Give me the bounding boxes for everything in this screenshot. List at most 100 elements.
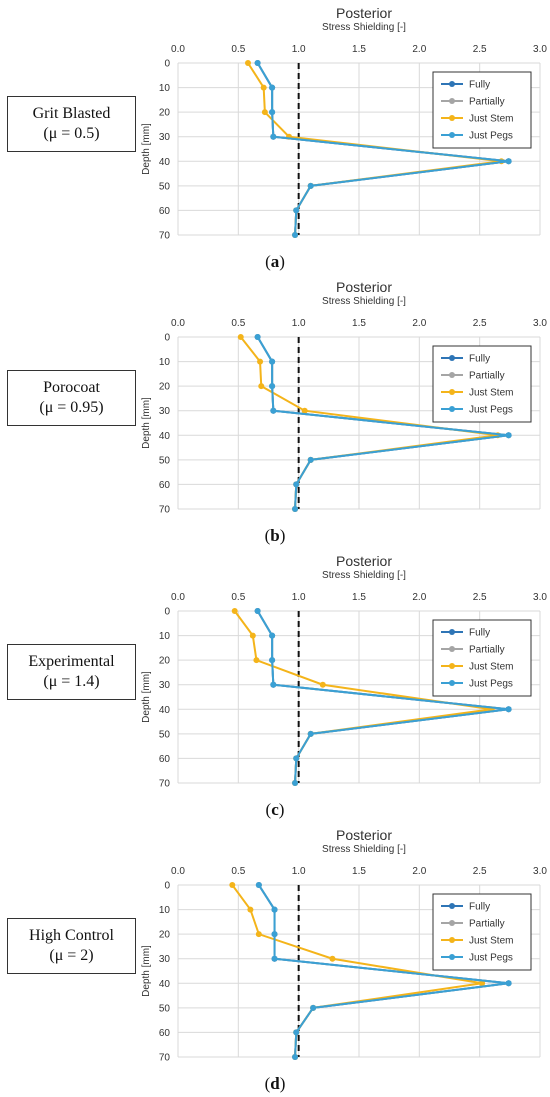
chart-title: Posterior [336, 553, 392, 569]
y-tick-label: 40 [159, 979, 171, 990]
x-tick-label: 2.0 [412, 866, 426, 877]
y-tick-labels: 0 10 20 30 40 50 60 70 [159, 881, 171, 1064]
legend-marker [449, 132, 455, 138]
data-point [292, 1054, 299, 1060]
data-point [310, 1004, 317, 1011]
x-tick-label: 1.0 [292, 866, 306, 877]
y-tick-label: 70 [159, 779, 171, 790]
x-tick-label: 2.5 [473, 592, 487, 603]
data-point [293, 481, 300, 488]
data-point [271, 906, 278, 913]
x-tick-label: 2.0 [412, 44, 426, 55]
x-tick-label: 1.5 [352, 592, 366, 603]
y-axis-label: Depth [mm] [141, 123, 152, 175]
y-tick-label: 70 [159, 231, 171, 242]
legend-marker [449, 115, 455, 121]
chart-title: Posterior [336, 279, 392, 295]
data-point [269, 84, 276, 91]
series-line [256, 610, 509, 784]
y-tick-label: 30 [159, 954, 171, 965]
legend-label: Just Pegs [469, 405, 513, 416]
legend-label: Fully [469, 628, 490, 639]
data-point [249, 632, 256, 639]
data-point [261, 109, 268, 116]
legend-marker [449, 629, 455, 635]
x-tick-label: 2.5 [473, 44, 487, 55]
legend-marker [449, 98, 455, 104]
material-name: High Control [29, 927, 114, 944]
y-tick-label: 70 [159, 505, 171, 516]
x-axis-label: Stress Shielding [-] [322, 844, 406, 855]
legend-marker [449, 954, 455, 960]
data-point [270, 407, 277, 414]
data-point [505, 980, 512, 987]
data-point [293, 1029, 300, 1036]
caption-b: (b) [264, 526, 286, 545]
x-axis-label: Stress Shielding [-] [322, 296, 406, 307]
x-tick-label: 1.5 [352, 318, 366, 329]
y-tick-label: 20 [159, 108, 171, 119]
y-tick-label: 40 [159, 705, 171, 716]
y-tick-label: 40 [159, 431, 171, 442]
x-tick-labels: 0.0 0.5 1.0 1.5 2.0 2.5 3.0 [171, 318, 547, 329]
material-name: Grit Blasted [32, 105, 111, 122]
data-point [244, 60, 251, 66]
x-tick-label: 2.5 [473, 866, 487, 877]
x-tick-label: 0.5 [231, 592, 245, 603]
x-tick-label: 2.0 [412, 592, 426, 603]
legend-label: Partially [469, 919, 505, 930]
panel-b: Porocoat (μ = 0.95) Posterior Stress Shie… [0, 274, 550, 548]
y-tick-label: 30 [159, 406, 171, 417]
legend-marker [449, 646, 455, 652]
data-point [269, 632, 276, 639]
y-tick-label: 40 [159, 157, 171, 168]
y-tick-label: 50 [159, 455, 171, 466]
x-tick-label: 3.0 [533, 318, 547, 329]
legend-marker [449, 920, 455, 926]
legend-marker [449, 663, 455, 669]
x-tick-labels: 0.0 0.5 1.0 1.5 2.0 2.5 3.0 [171, 866, 547, 877]
caption-c: (c) [265, 800, 285, 819]
caption-d: (d) [264, 1074, 286, 1093]
x-tick-label: 0.0 [171, 318, 185, 329]
legend-marker [449, 372, 455, 378]
data-point [505, 432, 512, 439]
y-tick-label: 10 [159, 357, 171, 368]
legend: Fully Partially Just Stem Just Pegs [432, 619, 532, 697]
legend-marker [449, 81, 455, 87]
y-tick-label: 0 [164, 333, 170, 344]
data-point [269, 109, 276, 116]
y-axis-label: Depth [mm] [141, 397, 152, 449]
x-axis-label: Stress Shielding [-] [322, 22, 406, 33]
legend-marker [449, 389, 455, 395]
data-point [505, 706, 512, 713]
legend-label: Just Pegs [469, 679, 513, 690]
data-point [260, 84, 267, 91]
x-tick-label: 0.0 [171, 866, 185, 877]
data-point [254, 608, 261, 614]
data-point [254, 334, 261, 340]
y-tick-label: 20 [159, 656, 171, 667]
data-point [269, 358, 276, 365]
caption-letter: b [270, 526, 280, 545]
caption-a: (a) [265, 252, 285, 271]
data-point [237, 334, 244, 340]
data-point [479, 980, 486, 987]
x-tick-labels: 0.0 0.5 1.0 1.5 2.0 2.5 3.0 [171, 592, 547, 603]
friction-coefficient: (μ = 2) [49, 947, 94, 964]
y-tick-label: 10 [159, 83, 171, 94]
data-point [271, 931, 278, 938]
friction-coefficient: (μ = 1.4) [43, 673, 100, 690]
data-point [255, 931, 262, 938]
y-axis-label: Depth [mm] [141, 671, 152, 723]
legend-label: Just Stem [469, 662, 513, 673]
y-tick-label: 0 [164, 607, 170, 618]
legend-label: Fully [469, 80, 490, 91]
y-tick-label: 60 [159, 206, 171, 217]
y-tick-labels: 0 10 20 30 40 50 60 70 [159, 59, 171, 242]
data-point [258, 383, 265, 390]
series-line [256, 336, 509, 510]
data-point [257, 358, 264, 365]
chart-title: Posterior [336, 5, 392, 21]
